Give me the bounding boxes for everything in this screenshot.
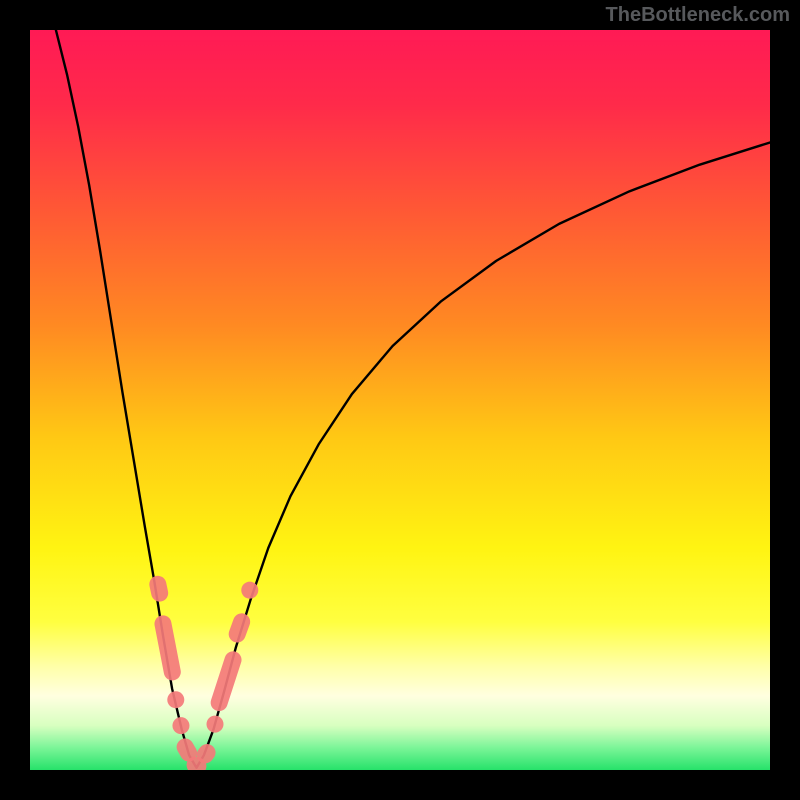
plot-area [30, 30, 770, 770]
watermark-text: TheBottleneck.com [606, 4, 790, 27]
marker-dot [172, 717, 189, 734]
marker-dot [241, 582, 258, 599]
chart-container: TheBottleneck.com [0, 0, 800, 800]
marker-dot [167, 691, 184, 708]
marker-dot [207, 716, 224, 733]
bottleneck-chart [0, 0, 800, 800]
